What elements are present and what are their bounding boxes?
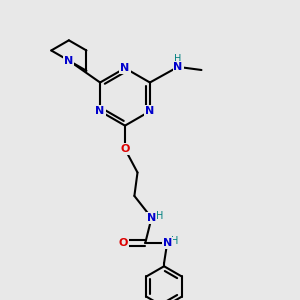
Text: N: N (145, 106, 154, 116)
Text: N: N (147, 213, 156, 223)
Text: N: N (163, 238, 172, 248)
Text: O: O (120, 144, 130, 154)
Text: H: H (171, 236, 179, 246)
Text: O: O (119, 238, 128, 248)
Text: N: N (95, 106, 105, 116)
Text: H: H (156, 211, 163, 221)
Text: H: H (174, 54, 182, 64)
Text: N: N (173, 62, 183, 72)
Text: N: N (64, 56, 74, 66)
Text: N: N (120, 63, 130, 73)
